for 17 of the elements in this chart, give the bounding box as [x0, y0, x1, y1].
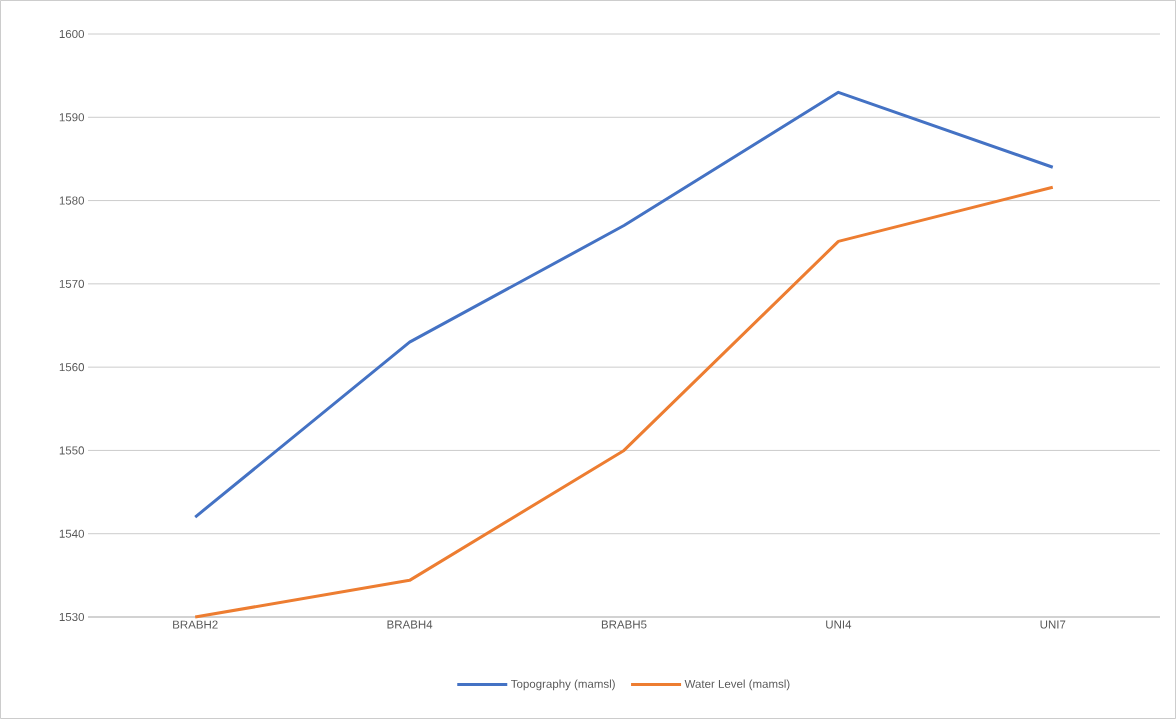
legend-label: Water Level (mamsl) — [684, 679, 790, 691]
y-tick-label: 1570 — [59, 279, 85, 288]
y-tick-label: 1540 — [59, 529, 85, 538]
legend-label: Topography (mamsl) — [511, 679, 615, 691]
line-series — [193, 185, 1055, 619]
y-tick-label: 1600 — [59, 29, 85, 39]
x-tick-label: BRABH2 — [173, 620, 218, 629]
x-tick-label: UNI7 — [1040, 620, 1066, 629]
y-tick-label: 1580 — [59, 196, 85, 205]
y-tick-label: 1590 — [59, 113, 85, 122]
x-tick-label: UNI4 — [826, 620, 852, 629]
x-tick-label: BRABH5 — [601, 620, 647, 629]
x-tick-label: BRABH4 — [387, 620, 433, 629]
y-tick-label: 1530 — [59, 612, 85, 622]
y-tick-label: 1560 — [59, 363, 85, 372]
line-series — [193, 90, 1055, 519]
y-tick-label: 1550 — [59, 446, 85, 455]
